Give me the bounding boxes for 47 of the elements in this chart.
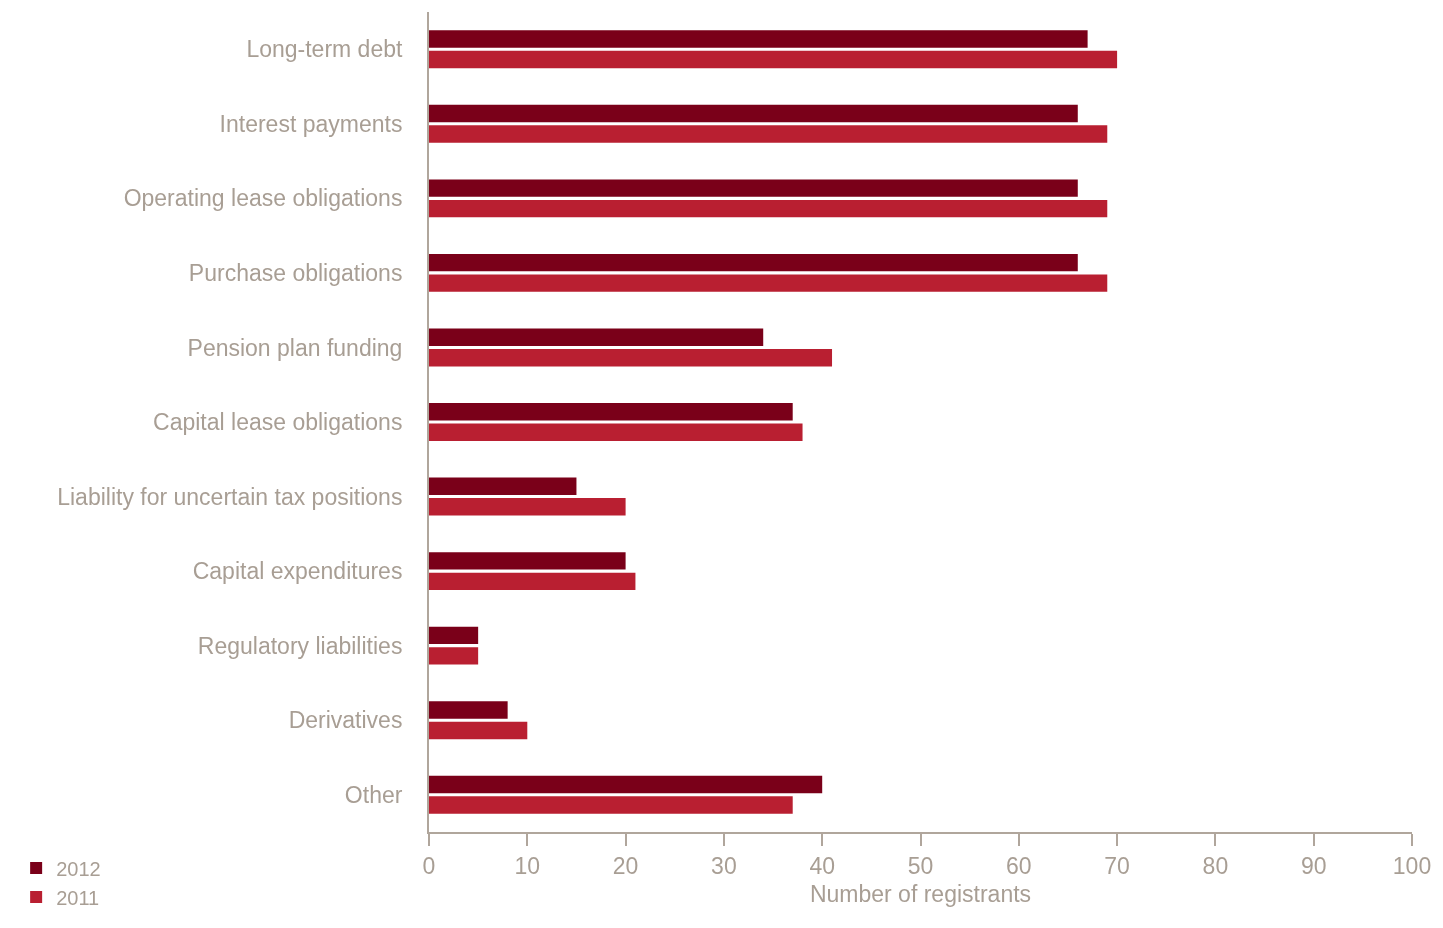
bar	[429, 626, 479, 645]
bar	[429, 179, 1078, 197]
bar	[429, 348, 833, 367]
y-tick-label: Derivatives	[288, 707, 403, 734]
x-tick-label: 10	[514, 852, 541, 879]
bar	[429, 423, 803, 441]
y-tick-label: Operating lease obligations	[123, 185, 403, 212]
bar	[429, 572, 636, 591]
bar	[429, 274, 1108, 292]
x-tick-label: 90	[1300, 852, 1327, 879]
bar	[429, 104, 1078, 123]
y-tick-label: Pension plan funding	[187, 334, 403, 361]
bar	[429, 775, 823, 794]
x-tick-label: 30	[711, 852, 737, 879]
y-tick-label: Purchase obligations	[188, 259, 403, 286]
x-tick-label: 0	[422, 852, 436, 879]
x-tick-label: 60	[1006, 852, 1032, 879]
x-tick-label: 70	[1104, 852, 1130, 879]
y-tick-label: Interest payments	[219, 110, 403, 137]
bar	[429, 552, 626, 570]
x-tick-label: 100	[1392, 852, 1432, 879]
bar	[429, 647, 479, 665]
legend-label: 2011	[56, 886, 100, 909]
y-tick-label: Liability for uncertain tax positions	[57, 483, 403, 510]
x-tick-label: 40	[809, 852, 835, 879]
y-tick-label: Capital lease obligations	[153, 409, 403, 436]
y-tick-label: Capital expenditures	[192, 558, 403, 585]
x-tick-label: 80	[1202, 852, 1229, 879]
bar	[429, 796, 793, 814]
bar	[429, 701, 508, 719]
bar	[429, 199, 1108, 218]
y-tick-label: Regulatory liabilities	[197, 632, 403, 659]
bar	[429, 30, 1088, 48]
bar	[429, 721, 528, 740]
bar	[429, 498, 626, 516]
bar	[429, 477, 577, 496]
bar	[429, 50, 1118, 69]
x-tick-label: 50	[907, 852, 934, 879]
x-tick-label: 20	[612, 852, 639, 879]
y-tick-label: Long-term debt	[246, 36, 404, 63]
bar	[429, 403, 793, 421]
x-axis-title: Number of registrants	[809, 880, 1032, 907]
legend-label: 2012	[56, 857, 101, 880]
bar	[429, 253, 1078, 272]
bar	[429, 328, 764, 346]
y-tick-label: Other	[344, 781, 403, 808]
bar	[429, 125, 1108, 143]
